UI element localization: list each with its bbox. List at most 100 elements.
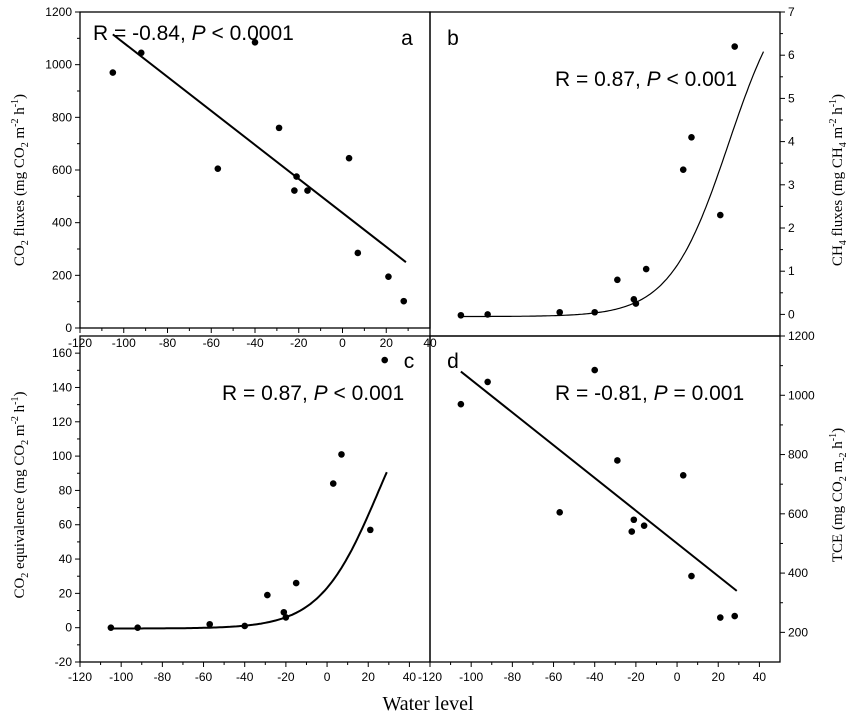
- y-axis-label-part: equivalence (mg CO: [12, 445, 28, 573]
- data-point: [241, 622, 249, 630]
- fit-line: [112, 33, 407, 263]
- y-tick-label: 1000: [45, 58, 72, 72]
- data-point: [591, 366, 599, 374]
- y-tick-label: 120: [52, 415, 72, 429]
- y-tick-label: 60: [59, 518, 73, 532]
- data-point: [614, 457, 621, 464]
- data-point: [251, 38, 259, 46]
- stat-annotation: R = 0.87, P < 0.001: [222, 382, 404, 405]
- stat-r: R = 0.87,: [222, 382, 314, 405]
- y-axis-label-part: CO: [12, 578, 28, 599]
- y-axis-label-part: m: [12, 127, 28, 143]
- data-point: [688, 133, 695, 141]
- data-point: [354, 249, 362, 257]
- data-point: [280, 608, 288, 616]
- x-tick-label: -60: [203, 336, 221, 350]
- x-tick-label: -80: [159, 336, 177, 350]
- x-tick-label: -40: [236, 670, 254, 684]
- x-tick-label: -100: [109, 670, 133, 684]
- y-tick-label: 20: [59, 586, 73, 600]
- data-point: [484, 311, 491, 318]
- y-tick-label: 600: [788, 507, 808, 521]
- x-tick-label: -20: [290, 336, 308, 350]
- y-axis-label-part: h: [830, 441, 846, 453]
- y-axis-label-part: m: [830, 127, 846, 143]
- y-tick-label: 800: [788, 448, 808, 462]
- y-axis-label-part: 4: [838, 142, 849, 147]
- y-tick-label: 3: [788, 178, 795, 192]
- y-axis-label-part: -1: [828, 99, 839, 107]
- data-point: [109, 69, 117, 76]
- stat-r: R = -0.84,: [93, 22, 192, 45]
- y-tick-label: 1200: [45, 5, 72, 19]
- data-point: [716, 211, 724, 219]
- data-point: [381, 356, 389, 364]
- panel-label: d: [447, 350, 459, 373]
- x-tick-label: 20: [712, 670, 726, 684]
- y-axis-label: CO2 fluxes (mg CO2 m-2 h-1): [10, 94, 31, 266]
- y-axis-label-part: 2: [20, 573, 31, 578]
- y-axis-label-part: h: [12, 107, 28, 119]
- y-axis-label-part: fluxes (mg CH: [830, 147, 846, 240]
- data-point: [556, 509, 564, 516]
- y-axis-label-part: ): [12, 94, 28, 99]
- data-point: [640, 522, 648, 529]
- y-axis-label-part: CO: [12, 245, 28, 266]
- x-tick-label: -100: [459, 670, 483, 684]
- data-point: [206, 620, 214, 628]
- data-point: [484, 378, 491, 386]
- x-tick-label: 40: [753, 670, 767, 684]
- stat-p-symbol: P: [647, 68, 661, 91]
- data-point: [304, 187, 311, 194]
- y-axis-label-part: 2: [20, 142, 31, 147]
- y-tick-label: 1000: [788, 388, 815, 402]
- y-tick-label: 80: [59, 483, 73, 497]
- stat-p-symbol: P: [192, 22, 206, 45]
- data-point: [679, 166, 687, 173]
- data-point: [679, 471, 687, 479]
- y-axis-label-part: fluxes (mg CO: [12, 147, 28, 240]
- data-point: [137, 49, 145, 57]
- stat-r: R = -0.81,: [555, 382, 654, 405]
- data-point: [731, 43, 739, 50]
- data-point: [630, 516, 638, 524]
- fit-curve: [460, 51, 765, 318]
- y-axis-label: TCE (mg CO2 m-2 h-1): [828, 428, 849, 562]
- y-tick-label: 400: [52, 216, 72, 230]
- stat-annotation: R = -0.84, P < 0.0001: [93, 22, 294, 45]
- x-axis-label: Water level: [382, 693, 474, 715]
- y-axis-label-part: CH: [830, 245, 846, 266]
- data-point: [385, 273, 392, 280]
- stat-p-symbol: P: [314, 382, 328, 405]
- y-axis-label-part: 2: [20, 440, 31, 445]
- data-point: [338, 451, 345, 458]
- x-tick-label: -100: [112, 336, 136, 350]
- x-tick-label: -20: [277, 670, 295, 684]
- data-point: [107, 624, 115, 631]
- y-axis-label: CO2 equivalence (mg CO2 m-2 h-1): [10, 391, 31, 598]
- y-axis-label-part: h: [830, 107, 846, 119]
- data-point: [716, 614, 724, 621]
- y-axis-label-part: -1: [828, 433, 839, 441]
- stat-annotation: R = 0.87, P < 0.001: [555, 68, 737, 91]
- data-point: [329, 480, 337, 487]
- x-tick-label: -120: [418, 670, 442, 684]
- x-tick-label: -80: [504, 670, 522, 684]
- data-point: [214, 165, 222, 172]
- y-axis-label-part: 2: [20, 240, 31, 245]
- data-point: [400, 297, 408, 305]
- data-point: [282, 614, 290, 621]
- y-axis-label-part: h: [12, 404, 28, 416]
- x-tick-label: 0: [674, 670, 681, 684]
- x-tick-label: -20: [627, 670, 645, 684]
- x-tick-label: -60: [195, 670, 213, 684]
- x-tick-label: -40: [246, 336, 264, 350]
- panel-label: c: [404, 350, 415, 373]
- x-tick-label: -40: [586, 670, 604, 684]
- y-axis-label-part: 4: [838, 240, 849, 245]
- y-axis-label-part: ): [830, 94, 846, 99]
